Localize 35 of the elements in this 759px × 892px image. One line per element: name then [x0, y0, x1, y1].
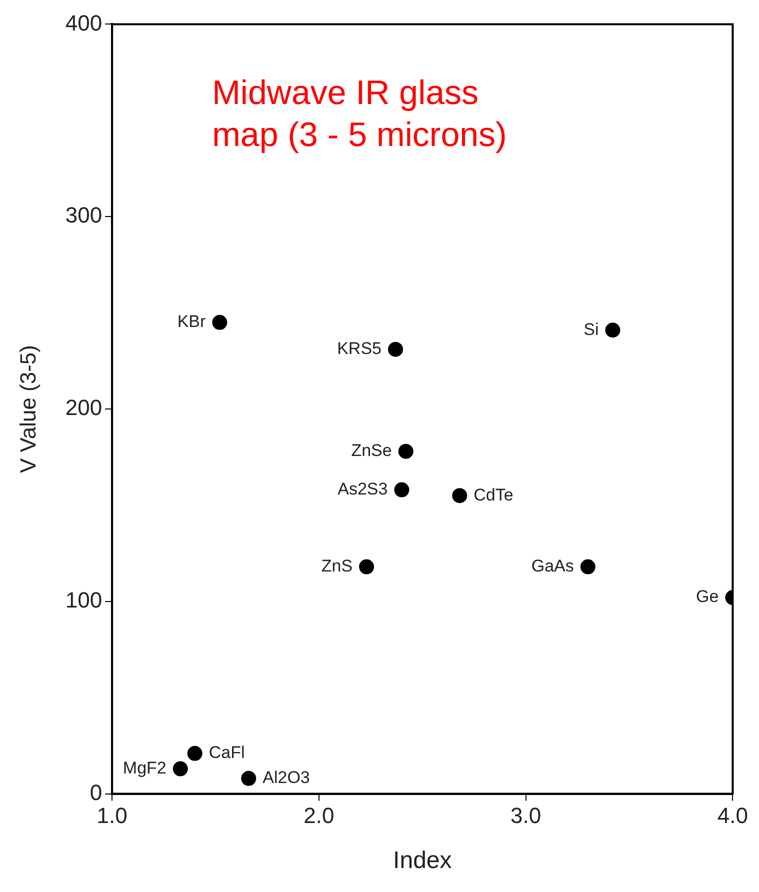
- x-tick-label: 3.0: [510, 803, 542, 828]
- annotation: As2S3: [338, 479, 388, 498]
- annotation: Si: [584, 320, 599, 339]
- point: [212, 314, 228, 330]
- annotation: Al2O3: [262, 768, 310, 788]
- x-tick-label: 4.0: [717, 803, 748, 828]
- point: [398, 444, 414, 459]
- point: [605, 322, 620, 338]
- annotation: KRS5: [337, 339, 382, 358]
- point: [172, 761, 188, 776]
- point: [394, 482, 410, 498]
- point: [452, 488, 468, 504]
- y-tick-label: 400: [65, 10, 102, 36]
- y-tick-label: 0: [90, 780, 102, 805]
- annotation: MgF2: [122, 758, 166, 778]
- y-tick-label: 300: [65, 202, 102, 228]
- y-tick-label: 200: [65, 395, 102, 420]
- annotation: CaFl: [208, 743, 245, 762]
- point: [359, 559, 374, 574]
- point: [388, 342, 404, 357]
- x-tick-label: 1.0: [96, 803, 128, 828]
- annotation: Ge: [696, 587, 719, 606]
- y-axis-title: V Value (3-5): [15, 345, 40, 473]
- text: Midwave IR glass map (3 - 5 microns): [212, 74, 507, 154]
- point: [580, 559, 596, 574]
- annotation: GaAs: [531, 556, 574, 576]
- annotation: KBr: [177, 312, 206, 332]
- y-tick-label: 100: [65, 587, 102, 612]
- x-tick-label: 2.0: [304, 803, 334, 828]
- point: [241, 770, 256, 786]
- annotation: ZnSe: [351, 441, 392, 460]
- annotation: CdTe: [474, 485, 514, 504]
- point: [187, 746, 202, 761]
- annotation: ZnS: [321, 556, 353, 576]
- x-axis-title: Index: [393, 847, 452, 874]
